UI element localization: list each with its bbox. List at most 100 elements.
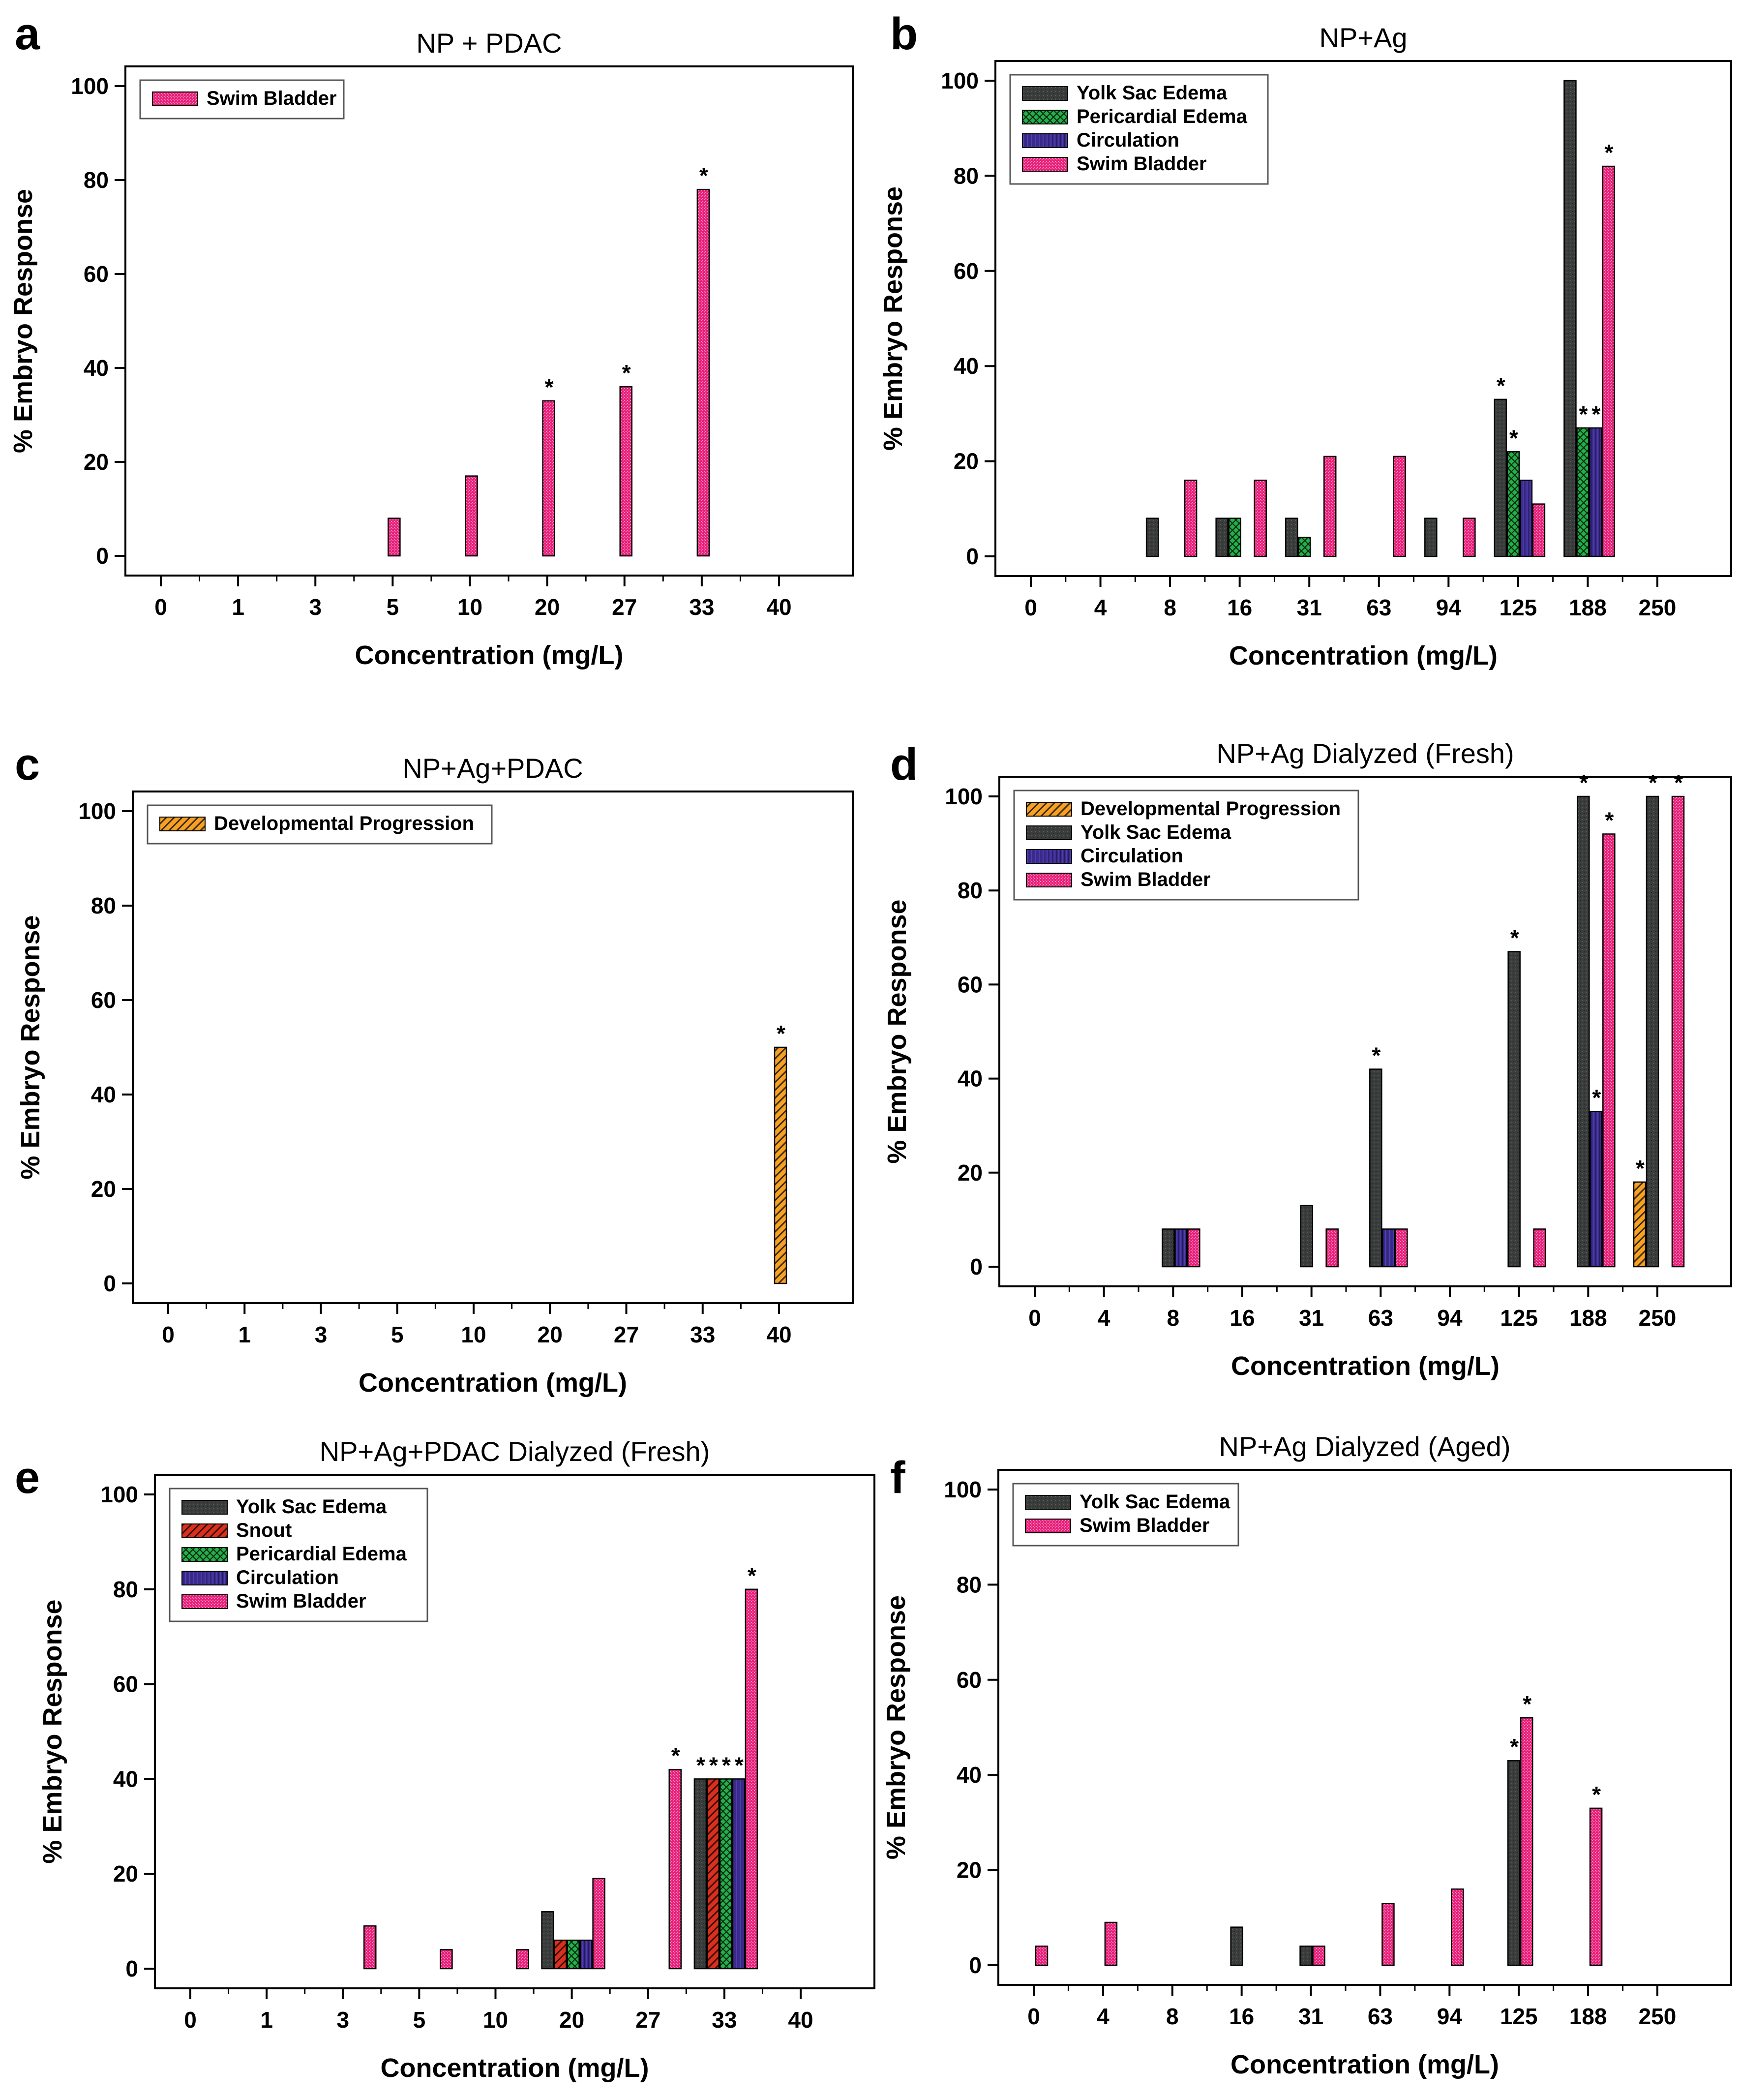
bar-d-swim_bladder-125 — [1533, 1228, 1546, 1268]
y-tick-label: 20 — [957, 1857, 982, 1883]
bar-d-circulation-188 — [1590, 1111, 1603, 1268]
bar-e-swim_bladder-10 — [516, 1949, 529, 1970]
x-tick-label: 5 — [391, 1322, 404, 1347]
significance-marker: * — [696, 1752, 705, 1778]
x-tick-label: 4 — [1098, 1305, 1110, 1331]
bar-b-circulation-188 — [1589, 427, 1602, 557]
y-tick-label: 20 — [958, 1160, 983, 1186]
significance-marker: * — [1636, 1156, 1645, 1181]
bar-b-pericardial_edema-31 — [1297, 537, 1311, 557]
y-axis-label-e: % Embryo Response — [38, 1599, 67, 1863]
x-tick-label: 1 — [260, 2007, 273, 2033]
bar-d-yolk_sac_edema-250 — [1646, 795, 1659, 1268]
bar-d-swim_bladder-250 — [1671, 795, 1685, 1268]
legend-label-yolk_sac_edema: Yolk Sac Edema — [1077, 82, 1228, 104]
bar-e-swim_bladder-20 — [592, 1878, 605, 1970]
y-tick-label: 100 — [941, 68, 979, 93]
x-tick-label: 63 — [1368, 1305, 1393, 1331]
y-tick-label: 80 — [113, 1577, 138, 1602]
significance-marker: * — [699, 163, 708, 188]
x-tick-label: 3 — [309, 594, 322, 620]
significance-marker: * — [1523, 1691, 1531, 1717]
y-tick-label: 100 — [71, 73, 109, 99]
bar-e-swim_bladder-3 — [363, 1925, 377, 1970]
bar-e-swim_bladder-33 — [745, 1588, 758, 1970]
bar-f-yolk_sac_edema-31 — [1299, 1946, 1313, 1966]
chart-panel-b: b NP+Ag 0 20 40 60 80 100 % Embryo Response 0 4 8 16… — [878, 9, 1732, 670]
bar-f-swim_bladder-188 — [1589, 1807, 1603, 1966]
x-tick-label: 125 — [1500, 595, 1537, 620]
y-tick-label: 60 — [954, 258, 979, 284]
y-tick-label: 60 — [91, 987, 116, 1013]
bar-b-yolk_sac_edema-31 — [1285, 517, 1298, 557]
y-tick-label: 0 — [96, 543, 109, 569]
significance-marker: * — [1372, 1042, 1380, 1068]
y-tick-label: 0 — [966, 544, 979, 569]
x-tick-label: 188 — [1569, 595, 1607, 620]
bar-d-swim_bladder-31 — [1325, 1228, 1339, 1268]
x-tick-label: 4 — [1094, 595, 1107, 620]
legend-swatch-swim_bladder — [181, 1594, 228, 1609]
y-tick-label: 100 — [78, 798, 116, 824]
legend-label-swim_bladder: Swim Bladder — [207, 88, 337, 109]
plot-frame-d — [998, 776, 1732, 1287]
y-tick-label: 100 — [945, 784, 983, 809]
bar-a-swim_bladder-27 — [619, 386, 632, 557]
x-tick-label: 0 — [1027, 2004, 1040, 2029]
x-tick-label: 40 — [766, 1322, 791, 1347]
legend-swatch-swim_bladder — [152, 91, 198, 106]
x-axis-label-b: Concentration (mg/L) — [1229, 641, 1498, 670]
x-tick-label: 3 — [336, 2007, 349, 2033]
legend-label-snout: Snout — [236, 1520, 292, 1541]
x-tick-label: 0 — [1028, 1305, 1041, 1331]
legend-label-yolk_sac_edema: Yolk Sac Edema — [1080, 822, 1231, 843]
bar-d-circulation-8 — [1174, 1228, 1188, 1268]
bar-e-pericardial_edema-33 — [719, 1778, 733, 1970]
x-tick-label: 4 — [1097, 2004, 1110, 2029]
x-axis-label-a: Concentration (mg/L) — [355, 640, 624, 670]
legend-label-yolk_sac_edema: Yolk Sac Edema — [1080, 1491, 1230, 1513]
y-axis-label-b: % Embryo Response — [878, 186, 908, 451]
significance-marker: * — [622, 360, 631, 386]
legend-swatch-circulation — [1026, 849, 1072, 864]
significance-marker: * — [748, 1563, 756, 1588]
significance-marker: * — [1591, 401, 1600, 427]
x-tick-label: 0 — [1024, 595, 1037, 620]
y-tick-label: 80 — [958, 878, 983, 903]
chart-panel-a: a NP + PDAC 0 20 40 60 80 100 % Embryo Response 0… — [8, 9, 854, 670]
significance-marker: * — [735, 1752, 744, 1778]
bar-e-circulation-20 — [579, 1939, 593, 1970]
significance-marker: * — [709, 1752, 718, 1778]
significance-marker: * — [1649, 770, 1657, 795]
y-axis-label-c: % Embryo Response — [16, 915, 45, 1179]
x-tick-label: 1 — [232, 594, 244, 620]
x-tick-label: 31 — [1297, 595, 1322, 620]
x-tick-label: 250 — [1639, 1305, 1677, 1331]
panel-letter-a: a — [15, 9, 40, 59]
bar-d-circulation-63 — [1382, 1228, 1395, 1268]
y-tick-label: 60 — [84, 261, 109, 287]
bar-b-yolk_sac_edema-188 — [1563, 80, 1577, 557]
x-tick-label: 20 — [535, 594, 560, 620]
bar-d-swim_bladder-63 — [1395, 1228, 1408, 1268]
panel-letter-e: e — [15, 1453, 40, 1503]
bar-e-snout-33 — [706, 1778, 720, 1970]
bar-b-yolk_sac_edema-125 — [1494, 398, 1507, 557]
legend-label-swim_bladder: Swim Bladder — [236, 1590, 366, 1612]
y-tick-label: 20 — [84, 449, 109, 475]
bar-f-swim_bladder-0 — [1035, 1946, 1049, 1966]
legend-label-circulation: Circulation — [236, 1567, 339, 1588]
legend-swatch-yolk_sac_edema — [181, 1500, 228, 1515]
x-tick-label: 33 — [689, 594, 714, 620]
bar-f-swim_bladder-125 — [1520, 1717, 1533, 1966]
x-tick-label: 16 — [1227, 595, 1252, 620]
significance-marker: * — [1604, 140, 1613, 165]
legend-label-pericardial_edema: Pericardial Edema — [236, 1543, 407, 1565]
plot-frame-e — [154, 1474, 875, 1989]
x-tick-label: 40 — [788, 2007, 813, 2033]
panel-letter-c: c — [15, 739, 40, 790]
bar-d-swim_bladder-188 — [1602, 833, 1616, 1268]
y-tick-label: 80 — [91, 893, 116, 918]
